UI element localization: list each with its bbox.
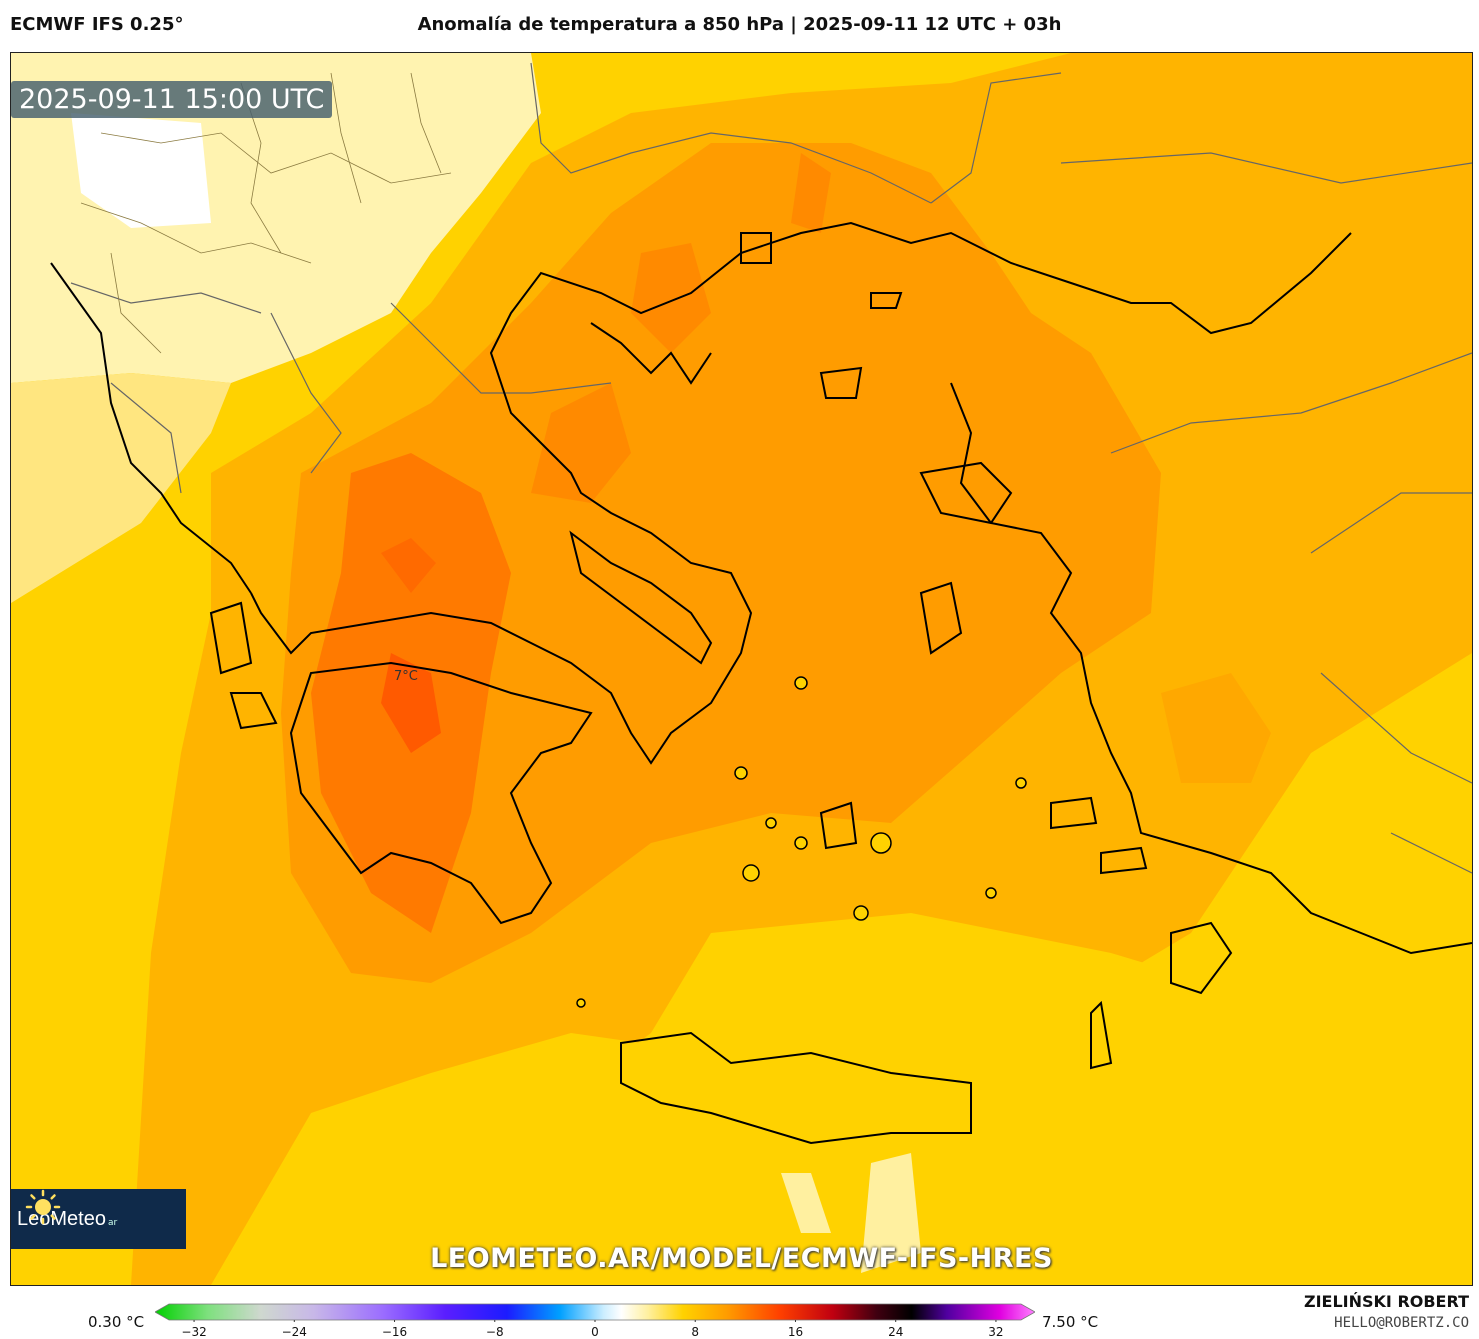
- colorbar: [155, 1303, 1035, 1322]
- coast-limnos: [819, 366, 863, 399]
- colorbar-tick-label: 0: [591, 1325, 599, 1339]
- coast-crete: [620, 1031, 972, 1145]
- field-light-south-1: [781, 1173, 831, 1233]
- region-borders: [80, 72, 452, 354]
- small-islands: [576, 676, 1027, 1008]
- colorbar-tick-label: 16: [787, 1325, 804, 1339]
- watermark-url[interactable]: LEOMETEO.AR/MODEL/ECMWF-IFS-HRES: [430, 1243, 1053, 1274]
- author-name: ZIELIŃSKI ROBERT: [1303, 1292, 1469, 1311]
- map-title: Anomalía de temperatura a 850 hPa | 2025…: [417, 14, 1062, 35]
- legend-max-label: 7.50 °C: [1042, 1313, 1099, 1331]
- logo-suffix: ar: [107, 1218, 118, 1228]
- coast-adriatic: [50, 262, 252, 594]
- coast-thasos: [740, 232, 772, 264]
- valid-time-badge: 2025-09-11 15:00 UTC: [11, 81, 333, 118]
- leometeo-logo[interactable]: LeoMeteo ar: [11, 1189, 186, 1249]
- coast-anatolia-west: [950, 382, 1472, 955]
- coast-greek-mainland: [250, 221, 1352, 765]
- coast-chios: [919, 581, 963, 655]
- coast-euboea: [569, 530, 713, 665]
- field-yellow-south: [271, 913, 1472, 1285]
- field-light-south-2: [861, 1153, 921, 1273]
- colorbar-tick-label: 32: [988, 1325, 1004, 1339]
- coast-chalkidiki: [590, 322, 712, 385]
- max-value-label: 7°C: [394, 669, 418, 684]
- colorbar-tick-label: −24: [281, 1325, 307, 1339]
- colorbar-tick-label: −8: [485, 1325, 504, 1339]
- coast-samos: [1050, 796, 1098, 830]
- colorbar-tick-label: 8: [691, 1325, 700, 1339]
- author-email[interactable]: HELLO@ROBERTZ.CO: [1334, 1315, 1469, 1331]
- field-light-west: [11, 373, 231, 603]
- country-borders: [70, 62, 1472, 874]
- field-max-core-2: [381, 538, 436, 593]
- field-amber-east-blob: [1161, 673, 1271, 783]
- field-deep-orange-thrace: [791, 153, 831, 233]
- field-orange-central: [281, 143, 1161, 983]
- coast-peloponnese: [289, 661, 593, 925]
- coast-samothrace: [870, 292, 903, 309]
- coast-kos: [1100, 846, 1148, 875]
- temperature-anomaly-map: 2025-09-11 15:00 UTC 7°C LeoMeteo ar LEO…: [10, 52, 1473, 1286]
- field-deep-orange-chalkidiki: [631, 243, 711, 353]
- coast-kefalonia: [229, 692, 278, 730]
- legend-min-label: 0.30 °C: [88, 1313, 145, 1331]
- colorbar-tick-label: 24: [888, 1325, 904, 1339]
- model-name: ECMWF IFS 0.25°: [10, 14, 184, 35]
- coast-corfu: [209, 601, 253, 675]
- map-canvas: [11, 53, 1472, 1285]
- field-deep-orange-north: [531, 383, 631, 503]
- field-white-nw: [71, 113, 211, 228]
- coast-naxos: [819, 801, 858, 850]
- sun-icon: [25, 1189, 61, 1225]
- coastlines: [50, 221, 1472, 1145]
- field-max-core: [381, 653, 441, 753]
- coast-lesbos: [919, 461, 1013, 525]
- colorbar-tick-label: −16: [381, 1325, 408, 1339]
- coast-rhodes: [1170, 921, 1233, 995]
- coast-karpathos: [1090, 1000, 1113, 1070]
- colorbar-tick-label: −32: [181, 1325, 207, 1339]
